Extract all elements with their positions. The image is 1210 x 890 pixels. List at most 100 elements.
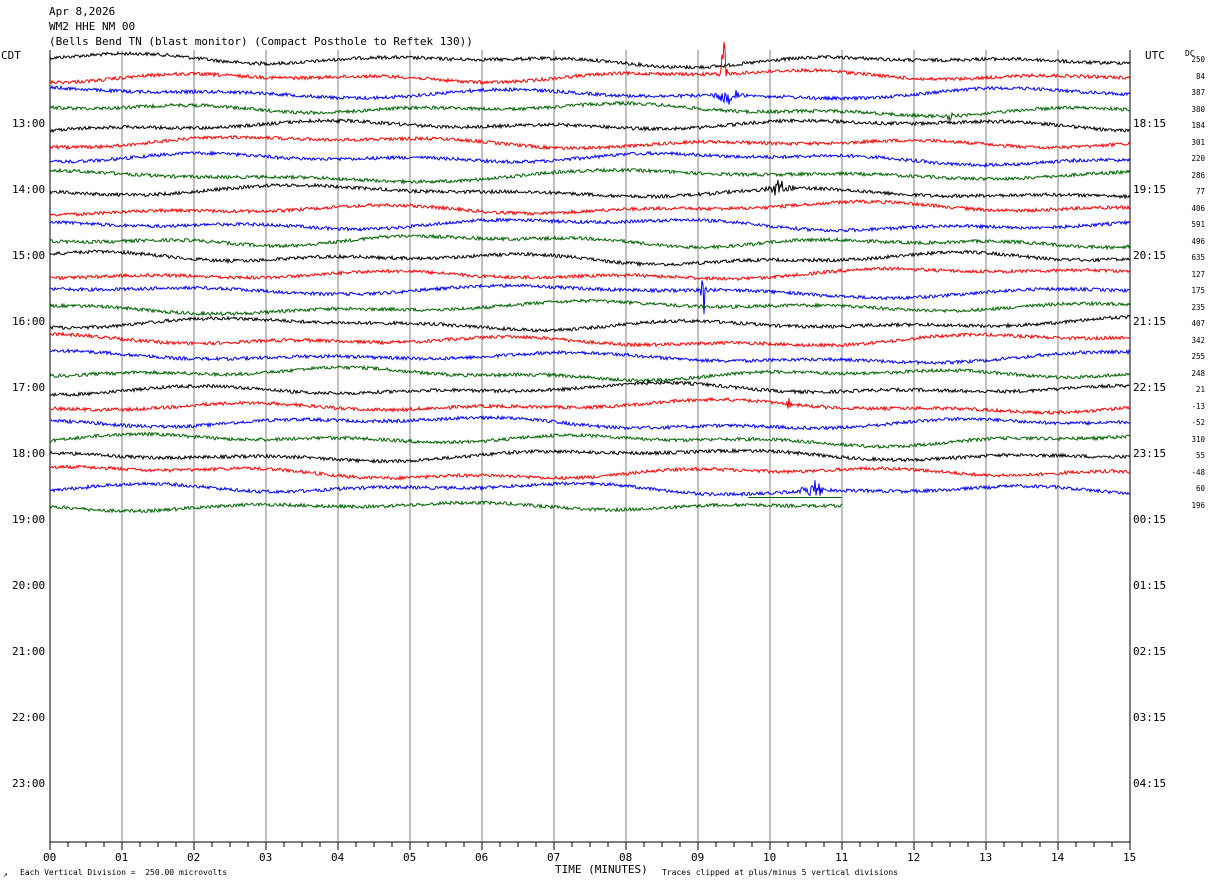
- x-tick-label: 06: [475, 851, 489, 864]
- dc-offset-label: 250: [1191, 55, 1205, 64]
- left-hour-label: 19:00: [12, 513, 46, 526]
- dc-offset-label: 310: [1191, 434, 1205, 444]
- dc-offset-label: 406: [1191, 203, 1205, 213]
- seismic-trace: [49, 364, 1131, 384]
- date-label: Apr 8,2026: [49, 5, 116, 18]
- x-tick-label: 01: [115, 851, 129, 864]
- dc-offset-label: 496: [1191, 236, 1205, 246]
- dc-offset-label: 175: [1191, 286, 1205, 295]
- right-timezone-label: UTC: [1145, 49, 1165, 62]
- right-hour-label: 21:15: [1133, 315, 1167, 328]
- left-hour-label: 16:00: [12, 315, 46, 328]
- seismic-trace: [49, 199, 1131, 218]
- right-hour-label: 20:15: [1133, 249, 1167, 262]
- dc-offset-label: 301: [1191, 137, 1205, 147]
- left-hour-label: 20:00: [12, 579, 46, 592]
- seismic-trace: [49, 500, 843, 514]
- seismic-trace: [49, 266, 1131, 282]
- left-hour-label: 15:00: [12, 249, 46, 262]
- left-timezone-label: CDT: [1, 49, 21, 62]
- scale-note: Each Vertical Division = 250.00 microvol…: [20, 868, 228, 877]
- x-tick-label: 09: [691, 851, 705, 864]
- seismic-trace: [49, 298, 1131, 317]
- x-tick-label: 14: [1051, 851, 1065, 864]
- seismic-trace: [49, 348, 1131, 366]
- seismic-trace: [49, 414, 1131, 431]
- x-tick-label: 07: [547, 851, 561, 864]
- dc-offset-label: 407: [1191, 319, 1205, 328]
- dc-offset-label: 127: [1191, 269, 1205, 279]
- left-hour-label: 23:00: [12, 777, 46, 790]
- seismic-trace: [49, 480, 1131, 498]
- dc-offset-label: 60: [1195, 484, 1205, 493]
- x-tick-label: 00: [43, 851, 57, 864]
- site-label: (Bells Bend TN (blast monitor) (Compact …: [49, 35, 473, 48]
- seismic-trace: [49, 464, 1131, 482]
- dc-offset-label: 387: [1191, 88, 1205, 97]
- dc-offset-label: -13: [1191, 401, 1205, 411]
- seismic-trace: [49, 117, 1131, 134]
- seismic-trace: [49, 217, 1131, 233]
- dc-offset-label: 184: [1191, 121, 1205, 130]
- x-tick-label: 13: [979, 851, 993, 864]
- right-hour-label: 00:15: [1133, 513, 1167, 526]
- dc-offset-label: 55: [1195, 451, 1205, 460]
- seismic-trace: [49, 50, 1131, 70]
- dc-offset-label: 77: [1195, 187, 1205, 196]
- dc-offset-label: 84: [1195, 71, 1205, 81]
- seismic-trace: [49, 134, 1131, 151]
- dc-offset-label: 235: [1191, 302, 1205, 312]
- dc-offset-label: 591: [1191, 220, 1205, 229]
- left-hour-label: 18:00: [12, 447, 46, 460]
- seismic-trace: [49, 447, 1131, 464]
- dc-offset-label: 21: [1195, 385, 1205, 394]
- corner-mark: ↗: [3, 870, 8, 879]
- seismic-trace: [49, 314, 1131, 333]
- dc-offset-label: 342: [1191, 335, 1205, 345]
- dc-offset-label: 255: [1191, 352, 1205, 361]
- dc-offset-label: 248: [1191, 368, 1205, 378]
- seismic-trace: [49, 379, 1130, 398]
- right-hour-label: 23:15: [1133, 447, 1167, 460]
- x-tick-label: 12: [907, 851, 921, 864]
- left-hour-label: 17:00: [12, 381, 46, 394]
- seismic-trace: [49, 179, 1131, 200]
- dc-offset-label: 380: [1191, 104, 1205, 114]
- dc-offset-label: 196: [1191, 500, 1205, 510]
- seismic-trace: [49, 431, 1131, 450]
- seismic-trace: [49, 249, 1131, 268]
- left-hour-label: 21:00: [12, 645, 46, 658]
- left-hour-label: 14:00: [12, 183, 46, 196]
- right-hour-label: 03:15: [1133, 711, 1167, 724]
- right-hour-label: 22:15: [1133, 381, 1167, 394]
- x-tick-label: 02: [187, 851, 201, 864]
- x-tick-label: 10: [763, 851, 777, 864]
- seismic-trace: [49, 166, 1131, 185]
- seismic-trace: [49, 280, 1131, 315]
- x-tick-label: 11: [835, 851, 849, 864]
- x-axis-title: TIME (MINUTES): [555, 863, 648, 876]
- x-tick-label: 03: [259, 851, 273, 864]
- dc-offset-label: 220: [1191, 154, 1205, 163]
- x-tick-label: 04: [331, 851, 345, 864]
- seismic-trace: [49, 41, 1131, 85]
- right-hour-label: 18:15: [1133, 117, 1167, 130]
- station-label: WM2 HHE NM 00: [49, 20, 136, 33]
- seismic-trace: [49, 100, 1131, 122]
- dc-offset-label: 635: [1191, 253, 1205, 262]
- left-hour-label: 13:00: [12, 117, 46, 130]
- right-hour-label: 01:15: [1133, 579, 1167, 592]
- seismic-trace: [49, 396, 1131, 416]
- x-tick-label: 08: [619, 851, 633, 864]
- right-hour-label: 04:15: [1133, 777, 1167, 790]
- x-tick-label: 05: [403, 851, 417, 864]
- seismic-trace: [49, 150, 1131, 168]
- dc-offset-label: 286: [1191, 170, 1205, 180]
- left-hour-label: 22:00: [12, 711, 46, 724]
- seismic-trace: [49, 233, 1131, 251]
- right-hour-label: 02:15: [1133, 645, 1167, 658]
- x-tick-label: 15: [1123, 851, 1137, 864]
- dc-header-label: DC: [1185, 49, 1195, 58]
